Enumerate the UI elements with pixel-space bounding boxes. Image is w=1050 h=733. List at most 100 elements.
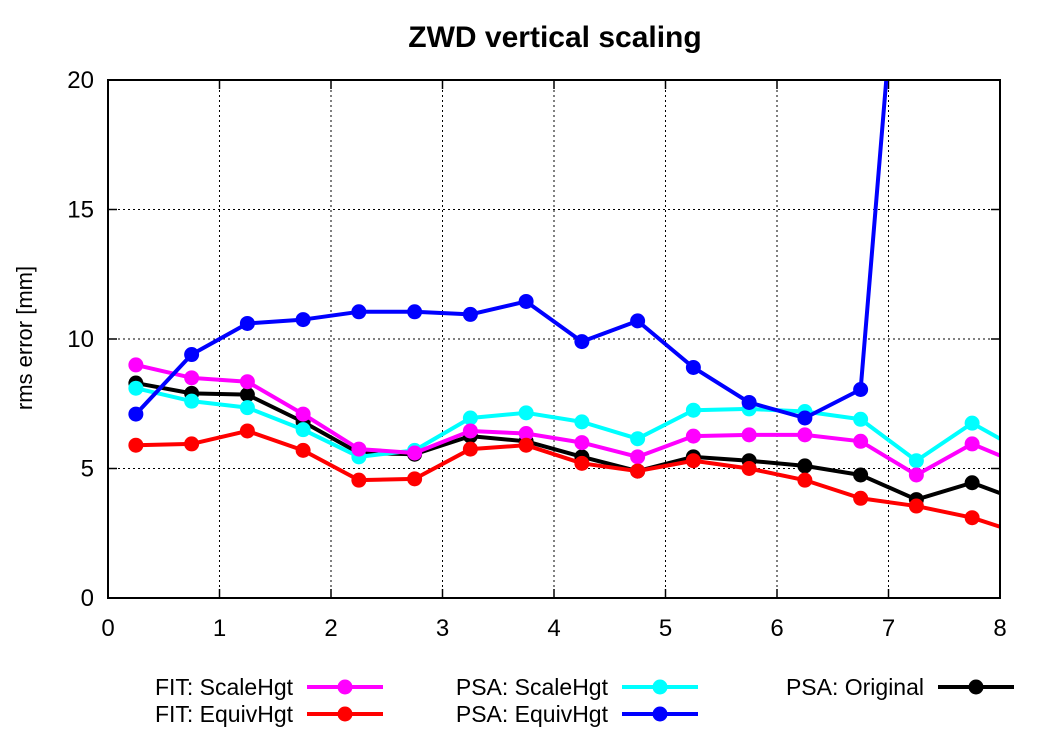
data-point: [853, 433, 869, 449]
series-psa-equivhgt: [128, 79, 889, 426]
data-point: [184, 347, 200, 363]
legend-label: FIT: ScaleHgt: [155, 674, 294, 700]
data-point: [685, 359, 701, 375]
legend-label: PSA: Original: [786, 674, 924, 700]
data-point: [797, 427, 813, 443]
data-point: [518, 426, 534, 442]
x-tick-label: 8: [993, 615, 1006, 642]
y-tick-label: 5: [81, 456, 94, 483]
series-fit-equivhgt: [128, 423, 1001, 529]
data-point: [295, 442, 311, 458]
data-point: [518, 405, 534, 421]
legend-marker: [968, 679, 984, 695]
y-tick-label: 0: [81, 585, 94, 612]
data-point: [574, 435, 590, 451]
data-point: [741, 394, 757, 410]
data-point: [908, 453, 924, 469]
x-tick-label: 5: [659, 615, 672, 642]
series-psa-scalehgt: [128, 380, 1001, 469]
legend-entry: FIT: EquivHgt: [155, 701, 383, 727]
data-point: [685, 428, 701, 444]
x-tick-label: 2: [324, 615, 337, 642]
data-point: [630, 463, 646, 479]
series-fit-scalehgt: [128, 357, 1001, 483]
data-point: [797, 472, 813, 488]
series-line: [134, 79, 889, 420]
data-point: [128, 380, 144, 396]
x-tick-label: 7: [882, 615, 895, 642]
legend-marker: [337, 706, 353, 722]
data-point: [853, 411, 869, 427]
data-point: [797, 410, 813, 426]
data-point: [128, 357, 144, 373]
data-point: [295, 312, 311, 328]
data-point: [239, 315, 255, 331]
series-group: [128, 79, 1001, 529]
data-point: [574, 414, 590, 430]
legend-entry: PSA: EquivHgt: [456, 701, 698, 727]
legend-entry: PSA: Original: [786, 674, 1014, 700]
data-point: [184, 436, 200, 452]
legend-entry: FIT: ScaleHgt: [155, 674, 383, 700]
data-point: [462, 423, 478, 439]
data-point: [741, 461, 757, 476]
y-tick-label: 15: [67, 197, 94, 224]
data-point: [462, 441, 478, 457]
data-point: [630, 449, 646, 465]
legend-entry: PSA: ScaleHgt: [456, 674, 698, 700]
data-point: [184, 370, 200, 386]
data-point: [128, 437, 144, 453]
data-point: [853, 382, 869, 398]
series-line: [135, 386, 1001, 463]
legend-label: PSA: EquivHgt: [456, 701, 609, 727]
y-tick-label: 20: [67, 67, 94, 94]
data-point: [630, 431, 646, 447]
x-tick-label: 4: [547, 615, 560, 642]
data-point: [239, 387, 255, 403]
data-point: [351, 304, 367, 320]
data-point: [184, 393, 200, 409]
data-point: [574, 455, 590, 471]
data-point: [685, 453, 701, 469]
data-point: [630, 313, 646, 329]
data-point: [407, 304, 423, 320]
data-point: [407, 471, 423, 487]
data-point: [908, 498, 924, 514]
data-point: [351, 441, 367, 457]
data-point: [964, 510, 980, 526]
data-point: [908, 467, 924, 483]
data-point: [295, 422, 311, 438]
plot-frame: [107, 79, 1001, 599]
x-tick-label: 1: [213, 615, 226, 642]
data-point: [964, 475, 980, 491]
data-point: [964, 415, 980, 431]
axis-ticks: 0 1 2 3 4 5 6 7 8 0 5 10 15 20: [67, 67, 1006, 642]
data-point: [351, 472, 367, 488]
data-point: [685, 402, 701, 418]
data-point: [407, 445, 423, 461]
data-point: [964, 436, 980, 452]
y-axis-label: rms error [mm]: [12, 266, 37, 410]
data-point: [239, 374, 255, 390]
x-tick-label: 6: [770, 615, 783, 642]
data-point: [797, 458, 813, 474]
data-point: [853, 467, 869, 483]
legend-marker: [652, 679, 668, 695]
data-point: [295, 406, 311, 422]
data-point: [462, 410, 478, 426]
data-point: [239, 423, 255, 439]
legend-marker: [652, 706, 668, 722]
data-point: [574, 334, 590, 350]
x-tick-label: 3: [436, 615, 449, 642]
chart-title: ZWD vertical scaling: [408, 21, 701, 54]
grid-lines: [108, 80, 1000, 598]
data-point: [239, 400, 255, 416]
data-point: [853, 490, 869, 506]
x-tick-label: 0: [101, 615, 114, 642]
data-point: [462, 306, 478, 322]
legend-marker: [337, 679, 353, 695]
data-point: [741, 427, 757, 443]
legend-label: FIT: EquivHgt: [155, 701, 294, 727]
